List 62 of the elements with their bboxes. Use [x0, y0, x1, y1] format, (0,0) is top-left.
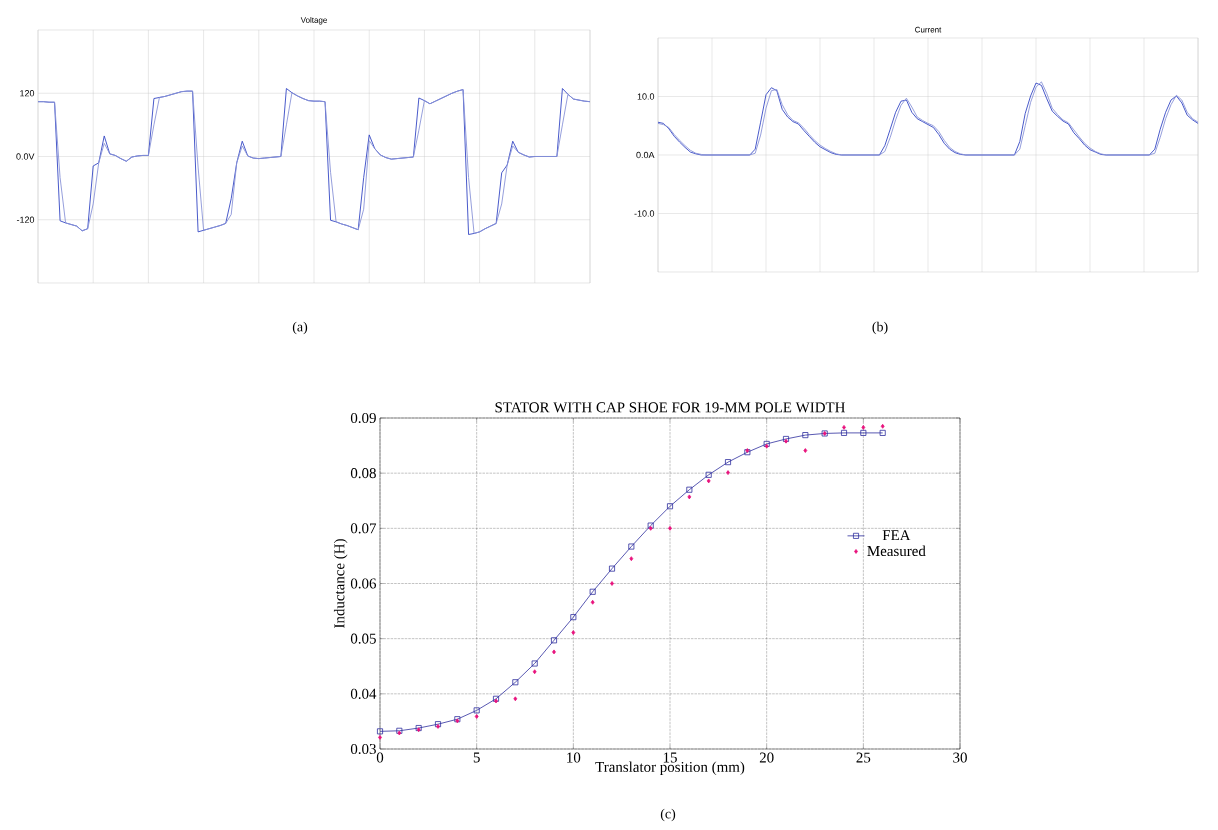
point [879, 429, 886, 436]
x-axis-title: Translator position (mm) [595, 761, 745, 776]
x-tick-label: 25 [856, 752, 871, 763]
point [551, 637, 557, 644]
point [629, 556, 634, 562]
point [705, 471, 712, 478]
point [590, 599, 595, 605]
point [668, 525, 672, 531]
y-tick-label: 0.07 [350, 523, 377, 534]
point [880, 423, 885, 429]
x-tick-label: 5 [473, 752, 480, 763]
y-axis-title: Inductance (H) [333, 539, 348, 628]
point [552, 649, 556, 655]
point [571, 630, 576, 635]
point [667, 503, 673, 510]
legend-label: FEA [882, 530, 911, 541]
point [609, 565, 615, 572]
point [473, 707, 480, 714]
y-tick-label: 0.04 [350, 688, 377, 699]
point [706, 478, 711, 484]
y-tick-label: -120 [16, 216, 35, 223]
y-tick-label: 0.0V [16, 153, 35, 160]
point [377, 728, 383, 735]
point [589, 588, 596, 595]
y-tick-label: 0.08 [350, 468, 376, 479]
text: (c) [660, 808, 676, 822]
y-tick-label: 120 [20, 90, 35, 97]
point [803, 448, 808, 453]
x-tick-label: 0 [376, 752, 384, 763]
point [378, 735, 382, 740]
y-tick-label: -10.0 [634, 210, 655, 217]
point [842, 424, 846, 430]
y-tick-label: 0.0A [636, 151, 655, 159]
point [860, 429, 867, 436]
y-tick-label: 0.03 [350, 743, 376, 755]
x-tick-label: 15 [663, 752, 677, 763]
point [686, 486, 693, 493]
y-tick-label: 0.05 [350, 633, 376, 644]
point [531, 660, 538, 667]
point [512, 679, 519, 686]
y-tick-label: 0.09 [350, 412, 376, 424]
point [802, 432, 809, 439]
x-tick-label: 30 [953, 752, 967, 763]
legend-label: Measured [867, 545, 926, 557]
text: (a) [292, 321, 308, 335]
y-tick-label: 0.06 [350, 578, 377, 589]
point [841, 429, 847, 436]
point [532, 669, 537, 675]
point [726, 470, 730, 476]
point [570, 614, 577, 621]
point [725, 459, 731, 466]
point [610, 581, 614, 586]
text: (b) [872, 321, 888, 335]
y-tick-label: 10.0 [637, 93, 655, 100]
point [687, 494, 692, 500]
point [513, 696, 518, 702]
x-tick-label: 20 [759, 752, 774, 763]
chart-title: STATOR WITH CAP SHOE FOR 19-MM POLE WIDTH [495, 402, 846, 413]
x-tick-label: 10 [567, 752, 581, 763]
point [861, 424, 866, 430]
point [628, 543, 635, 550]
point [474, 714, 479, 719]
